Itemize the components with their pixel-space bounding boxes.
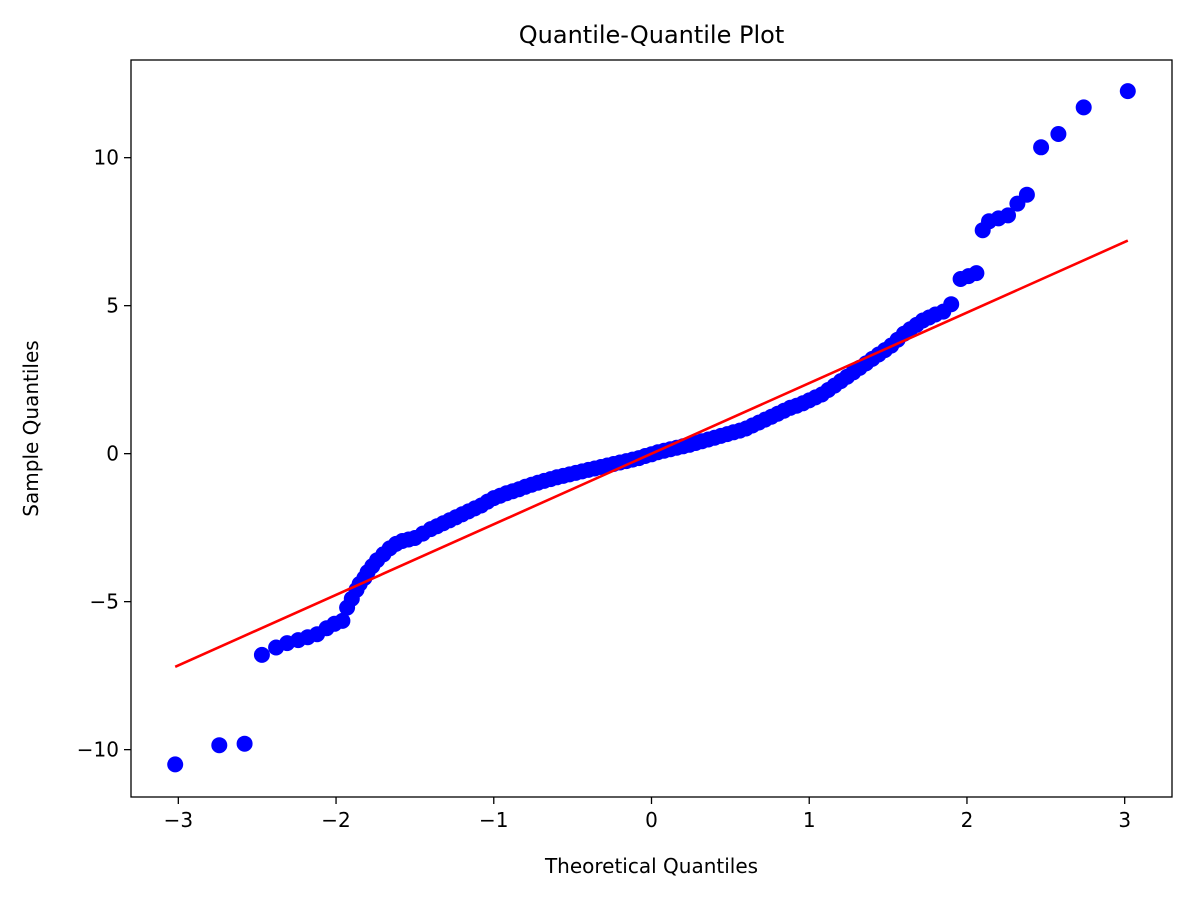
data-point: [236, 735, 253, 752]
x-tick-label: −2: [321, 808, 350, 832]
x-axis: −3 −2 −1 0 1 2 3: [164, 797, 1131, 832]
x-tick-label: −1: [479, 808, 508, 832]
x-tick-label: 3: [1118, 808, 1131, 832]
reference-line: [174, 239, 1129, 668]
data-point: [253, 646, 270, 663]
x-tick-label: 1: [803, 808, 816, 832]
data-point: [334, 612, 351, 629]
chart-title: Quantile-Quantile Plot: [519, 21, 784, 49]
data-point: [968, 265, 985, 282]
x-tick-label: −3: [164, 808, 193, 832]
plot-area: [167, 83, 1136, 773]
data-point: [167, 756, 184, 773]
x-tick-label: 2: [961, 808, 974, 832]
y-tick-label: −10: [77, 738, 119, 762]
y-tick-label: 0: [106, 442, 119, 466]
data-point: [1018, 186, 1035, 203]
data-point: [1033, 139, 1050, 156]
y-tick-label: 10: [94, 146, 119, 170]
data-point: [943, 296, 960, 313]
y-tick-label: −5: [90, 590, 119, 614]
y-axis-label: Sample Quantiles: [19, 340, 43, 516]
data-point: [1050, 126, 1067, 142]
data-point: [1119, 83, 1136, 100]
x-tick-label: 0: [645, 808, 658, 832]
data-point: [211, 737, 228, 754]
y-tick-label: 5: [106, 294, 119, 318]
y-axis: −10 −5 0 5 10: [77, 146, 131, 762]
data-point: [1075, 99, 1092, 116]
x-axis-label: Theoretical Quantiles: [544, 854, 758, 878]
data-point: [1000, 207, 1016, 224]
